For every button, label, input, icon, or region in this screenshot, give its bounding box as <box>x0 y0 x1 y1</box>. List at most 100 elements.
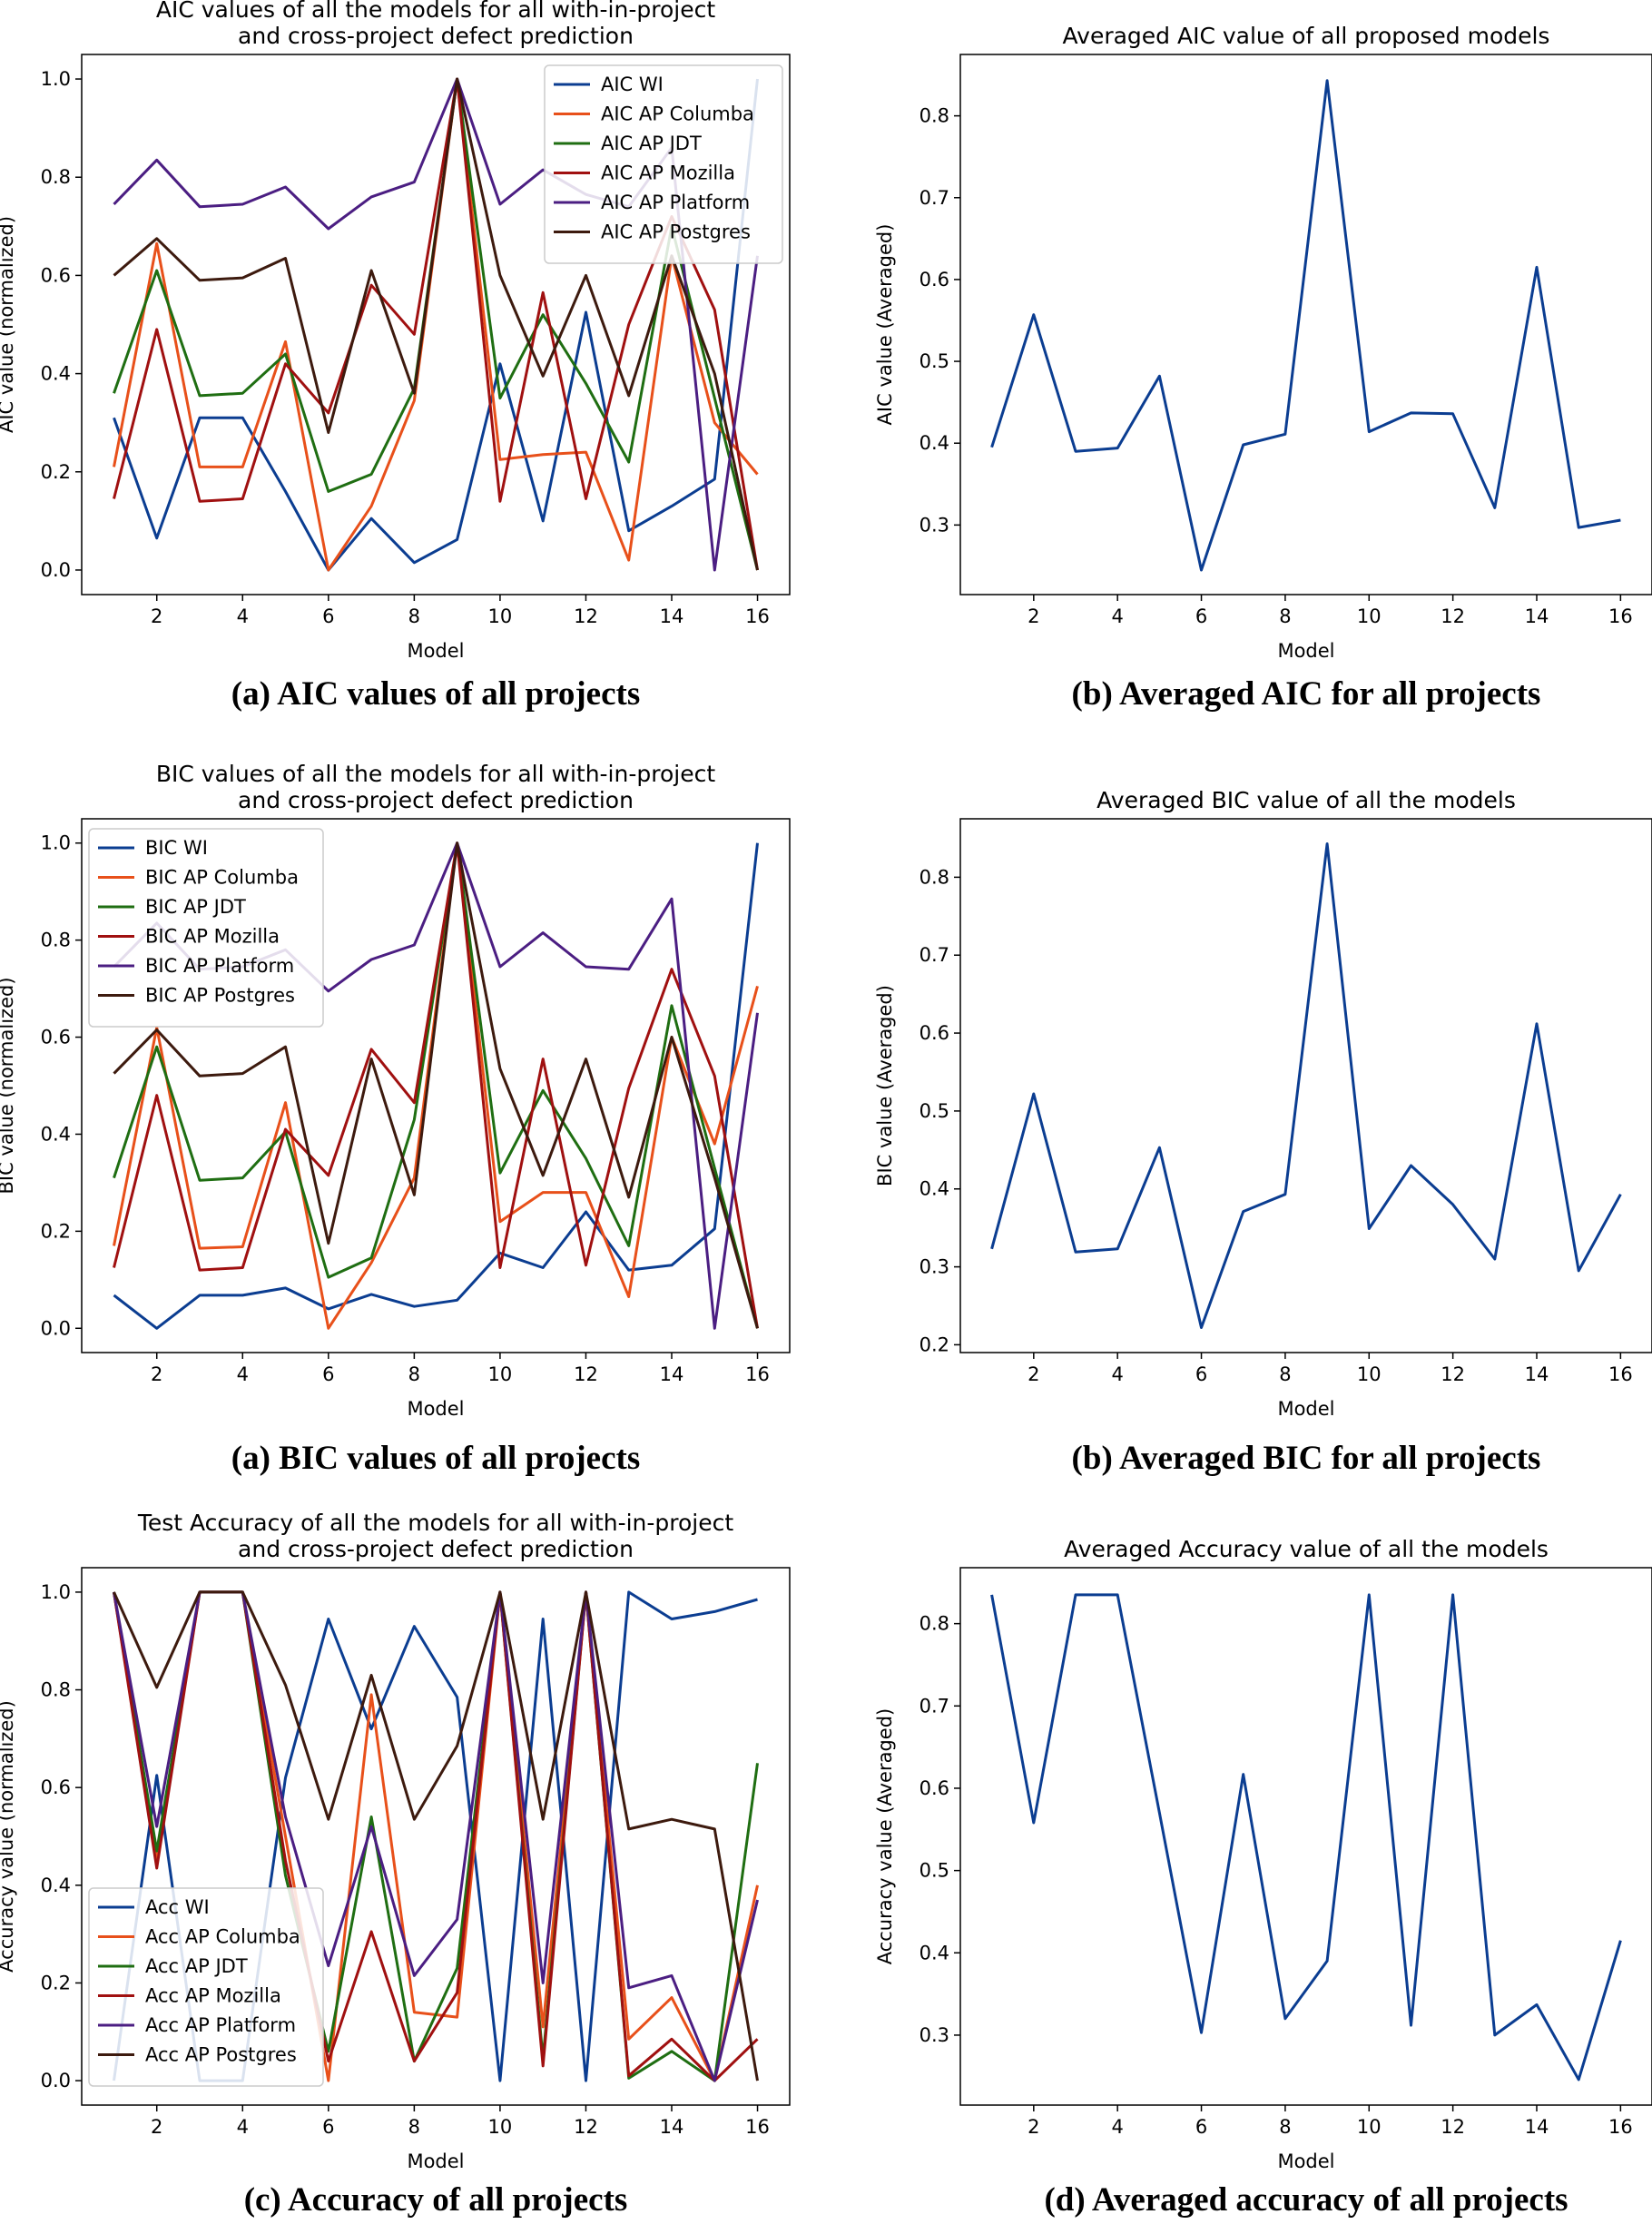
chart-title: Averaged Accuracy value of all the model… <box>1064 1536 1549 1562</box>
series-line-bic-ap-postgres <box>113 841 759 1329</box>
y-tick-label: 0.3 <box>919 514 949 536</box>
chart-caption: (b) Averaged BIC for all projects <box>1072 1440 1541 1477</box>
chart-title: Averaged AIC value of all proposed model… <box>1063 23 1550 49</box>
y-tick-label: 0.4 <box>919 1942 949 1963</box>
x-tick-label: 2 <box>151 1363 162 1385</box>
legend-label: BIC AP Columba <box>145 867 299 889</box>
legend-label: Acc AP Columba <box>145 1926 300 1948</box>
y-tick-label: 0.0 <box>41 2070 71 2091</box>
y-tick-label: 0.2 <box>41 461 71 483</box>
chart-caption: (a) AIC values of all projects <box>231 675 640 713</box>
y-tick-label: 0.2 <box>41 1220 71 1242</box>
y-tick-label: 1.0 <box>41 832 71 854</box>
y-tick-label: 0.6 <box>919 1022 949 1044</box>
legend-box <box>544 64 783 264</box>
legend-label: AIC AP JDT <box>601 133 702 154</box>
chart-title: BIC values of all the models for all wit… <box>156 761 715 813</box>
chart-title: Test Accuracy of all the models for all … <box>137 1510 734 1562</box>
y-tick-label: 0.4 <box>41 363 71 385</box>
y-tick-label: 0.5 <box>919 1860 949 1882</box>
legend: Acc WI Acc AP Columba Acc AP JDT Acc AP Moz… <box>88 1887 324 2087</box>
x-tick-label: 14 <box>660 605 684 627</box>
chart-title-line: and cross-project defect prediction <box>238 23 634 49</box>
x-axis-label: Model <box>1277 2150 1334 2172</box>
series-line-acc-ap-postgres <box>113 1590 759 2081</box>
legend-label: BIC AP Mozilla <box>145 926 280 948</box>
x-tick-label: 10 <box>1357 605 1382 627</box>
series-line-averaged-aic <box>990 79 1621 572</box>
y-tick-label: 1.0 <box>41 1581 71 1603</box>
y-tick-label: 0.3 <box>919 2024 949 2046</box>
legend-label: AIC AP Mozilla <box>601 162 735 184</box>
x-tick-label: 8 <box>1279 2116 1291 2138</box>
y-tick-label: 0.6 <box>41 1027 71 1048</box>
chart-3: BIC values of all the models for all wit… <box>0 761 791 1477</box>
x-tick-label: 4 <box>1111 1363 1123 1385</box>
legend-label: AIC WI <box>601 74 664 95</box>
legend-label: BIC AP Platform <box>145 955 294 977</box>
legend-label: Acc AP Mozilla <box>145 1985 281 2007</box>
series-line-aic-wi <box>113 78 759 572</box>
y-tick-label: 0.2 <box>41 1972 71 1993</box>
legend-label: Acc AP JDT <box>145 1955 248 1977</box>
y-tick-label: 0.3 <box>919 1256 949 1278</box>
y-tick-label: 0.6 <box>41 264 71 286</box>
y-tick-label: 0.8 <box>41 930 71 951</box>
chart-caption: (b) Averaged AIC for all projects <box>1072 675 1541 713</box>
x-tick-label: 16 <box>745 2116 770 2138</box>
y-tick-label: 0.4 <box>41 1875 71 1896</box>
chart-1: AIC values of all the models for all wit… <box>0 0 791 713</box>
y-tick-label: 0.8 <box>41 166 71 188</box>
x-tick-label: 2 <box>151 605 162 627</box>
y-tick-label: 0.0 <box>41 559 71 581</box>
y-axis-label: AIC value (normalized) <box>0 216 17 433</box>
x-tick-label: 12 <box>1441 2116 1465 2138</box>
chart-title-line: and cross-project defect prediction <box>238 1536 634 1562</box>
x-tick-label: 12 <box>574 1363 598 1385</box>
x-axis-label: Model <box>1277 1398 1334 1420</box>
x-tick-label: 12 <box>574 2116 598 2138</box>
series-line-aic-ap-mozilla <box>113 77 759 571</box>
y-axis-label: BIC value (normalized) <box>0 977 17 1194</box>
y-tick-label: 0.0 <box>41 1317 71 1339</box>
legend: BIC WI BIC AP Columba BIC AP JDT BIC AP Moz… <box>88 828 324 1028</box>
x-tick-label: 16 <box>1608 605 1633 627</box>
x-tick-label: 4 <box>237 1363 249 1385</box>
y-axis-label: BIC value (Averaged) <box>874 985 896 1186</box>
x-tick-label: 10 <box>488 2116 513 2138</box>
y-tick-label: 0.7 <box>919 944 949 966</box>
x-tick-label: 4 <box>237 2116 249 2138</box>
legend-label: BIC AP JDT <box>145 896 246 918</box>
plot-frame <box>959 1567 1652 2106</box>
y-axis-label: Accuracy value (Averaged) <box>874 1708 896 1965</box>
x-tick-label: 12 <box>1441 605 1465 627</box>
x-axis-label: Model <box>407 1398 464 1420</box>
chart-4: Averaged BIC value of all the models 2 4 6 8… <box>874 787 1652 1477</box>
chart-title-line: Averaged BIC value of all the models <box>1096 787 1516 813</box>
x-tick-label: 2 <box>1028 1363 1039 1385</box>
x-tick-label: 2 <box>1028 605 1039 627</box>
legend-label: BIC AP Postgres <box>145 985 295 1007</box>
y-tick-label: 0.8 <box>919 866 949 888</box>
chart-title-line: and cross-project defect prediction <box>238 787 634 813</box>
legend: AIC WI AIC AP Columba AIC AP JDT AIC AP Moz… <box>544 64 783 264</box>
x-tick-label: 10 <box>1357 1363 1382 1385</box>
chart-6: Averaged Accuracy value of all the model… <box>874 1536 1652 2219</box>
x-tick-label: 6 <box>322 1363 334 1385</box>
chart-2: Averaged AIC value of all proposed model… <box>874 23 1652 713</box>
series-line-bic-wi <box>113 842 759 1330</box>
x-tick-label: 8 <box>408 2116 420 2138</box>
x-axis-label: Model <box>407 640 464 662</box>
plot-frame <box>81 54 791 595</box>
y-tick-label: 0.2 <box>919 1333 949 1355</box>
y-tick-label: 0.6 <box>41 1776 71 1798</box>
chart-title-line: BIC values of all the models for all wit… <box>156 761 715 787</box>
x-axis-label: Model <box>407 2150 464 2172</box>
chart-caption: (d) Averaged accuracy of all projects <box>1044 2181 1568 2219</box>
x-tick-label: 6 <box>1195 2116 1207 2138</box>
y-tick-label: 0.6 <box>919 269 949 290</box>
chart-title-line: Test Accuracy of all the models for all … <box>137 1510 734 1536</box>
y-tick-label: 0.4 <box>919 1178 949 1200</box>
y-axis-label: AIC value (Averaged) <box>874 224 896 426</box>
